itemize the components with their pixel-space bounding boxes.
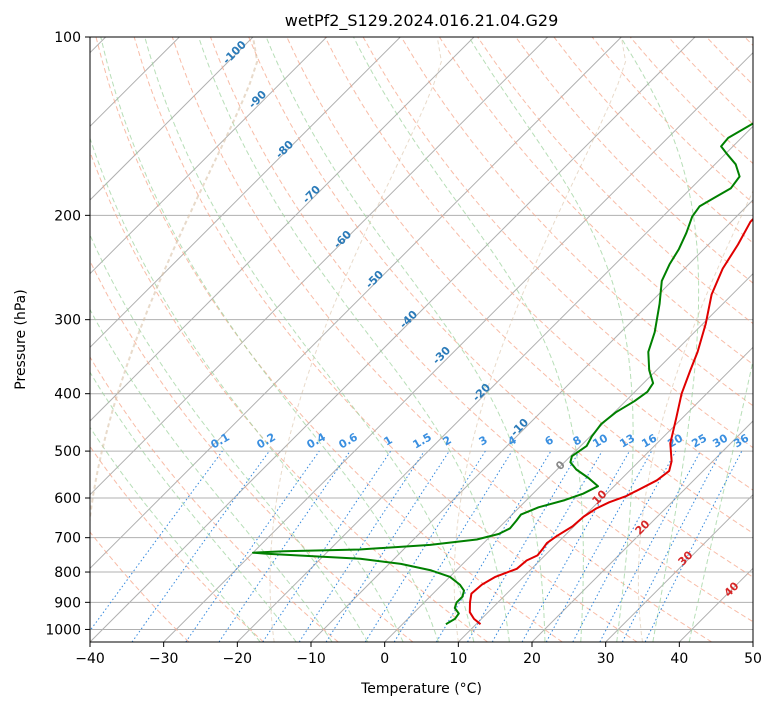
mixing-ratio-line — [521, 450, 630, 642]
mixing-ratio-line — [393, 450, 513, 642]
dry-adiabat-line — [324, 37, 753, 491]
x-tick-label: 10 — [449, 651, 467, 667]
dry-adiabat-line — [400, 37, 753, 407]
isotherm-line — [90, 37, 622, 570]
dry-adiabat-line — [90, 356, 339, 642]
moist-adiabat-line — [144, 37, 475, 642]
dry-adiabat-line — [90, 445, 264, 642]
chart-title: wetPf2_S129.2024.016.21.04.G29 — [285, 11, 559, 31]
dry-adiabat-line — [248, 37, 753, 578]
mixing-ratio-line — [545, 450, 653, 642]
isotherm-line — [457, 346, 753, 642]
moist-adiabat-line — [620, 37, 700, 642]
profile-traces — [252, 122, 753, 626]
dry-adiabat-line — [95, 37, 563, 642]
moist-adiabat-line — [90, 426, 261, 642]
y-tick-label: 400 — [54, 387, 81, 403]
y-tick-label: 500 — [54, 444, 81, 460]
x-tick-label: 30 — [597, 651, 615, 667]
theta-e-line — [637, 189, 753, 642]
x-tick-label: 0 — [380, 651, 389, 667]
mixing-ratio-line — [572, 450, 677, 642]
x-tick-label: 20 — [523, 651, 541, 667]
moist-adiabat-line — [90, 233, 369, 642]
mixing-ratio-line — [218, 450, 351, 642]
isotherm-line — [752, 641, 753, 642]
mixing-ratio-line — [262, 450, 392, 642]
x-tick-label: 50 — [744, 651, 762, 667]
dewpoint-trace — [252, 122, 753, 626]
isotherm-line — [384, 272, 753, 642]
x-axis: −40 −30 −20 −10 0 10 20 30 40 50 — [75, 642, 762, 667]
isotherm-line — [531, 420, 753, 642]
theta-e-line — [453, 37, 627, 642]
y-tick-label: 700 — [54, 531, 81, 547]
y-tick-label: 800 — [54, 565, 81, 581]
y-axis-title: Pressure (hPa) — [13, 289, 29, 389]
x-tick-label: −20 — [223, 651, 253, 667]
moist-adiabat-line — [90, 308, 333, 642]
dry-adiabat-line — [90, 259, 414, 642]
isotherm-line — [90, 37, 549, 496]
isotherm-line — [163, 51, 753, 642]
dry-adiabat-line — [90, 531, 190, 642]
dry-adiabat-line — [133, 37, 638, 642]
theta-e-line — [269, 37, 442, 642]
dry-adiabat-line — [90, 150, 488, 642]
y-tick-label: 200 — [54, 208, 81, 224]
x-tick-label: −30 — [149, 651, 179, 667]
isotherm-line — [236, 125, 753, 642]
isotherm-line — [605, 493, 753, 642]
y-axis: 100 200 300 400 500 600 700 800 900 1000 — [45, 30, 90, 638]
moist-adiabat-line — [100, 37, 439, 642]
mixing-ratio-line — [131, 450, 270, 642]
mixing-ratio-line — [298, 450, 425, 642]
isotherm-line — [90, 37, 328, 275]
y-tick-label: 1000 — [45, 622, 81, 638]
dry-adiabat-line — [171, 37, 712, 642]
y-tick-label: 100 — [54, 30, 81, 46]
x-tick-label: −10 — [296, 651, 326, 667]
y-tick-label: 600 — [54, 491, 81, 507]
x-tick-label: −40 — [75, 651, 105, 667]
moist-adiabat-line — [265, 37, 546, 642]
plot-background — [90, 37, 753, 642]
isotherm-line — [90, 37, 254, 201]
theta-e-line — [90, 37, 259, 642]
moist-adiabat-line — [353, 37, 584, 642]
x-axis-title: Temperature (°C) — [360, 681, 482, 697]
y-tick-label: 300 — [54, 313, 81, 329]
isotherm-line — [90, 37, 696, 642]
background-lines — [90, 37, 753, 642]
y-tick-label: 900 — [54, 595, 81, 611]
dry-adiabat-line — [438, 37, 753, 366]
moist-adiabat-line — [90, 136, 404, 642]
temperature-trace — [468, 217, 753, 625]
mixing-ratio-line — [90, 450, 223, 632]
mixing-ratio-line — [644, 450, 743, 642]
isotherm-line — [90, 37, 475, 422]
isotherm-line — [90, 37, 401, 349]
moist-adiabat-line — [198, 37, 510, 642]
moist-adiabat-line — [688, 358, 753, 642]
mixing-ratio-line — [325, 450, 450, 642]
plot-frame — [89, 36, 754, 643]
dry-adiabat-line — [515, 37, 753, 284]
dry-adiabat-line — [210, 37, 753, 623]
x-tick-label: 40 — [670, 651, 688, 667]
mixing-ratio-line — [185, 450, 320, 642]
